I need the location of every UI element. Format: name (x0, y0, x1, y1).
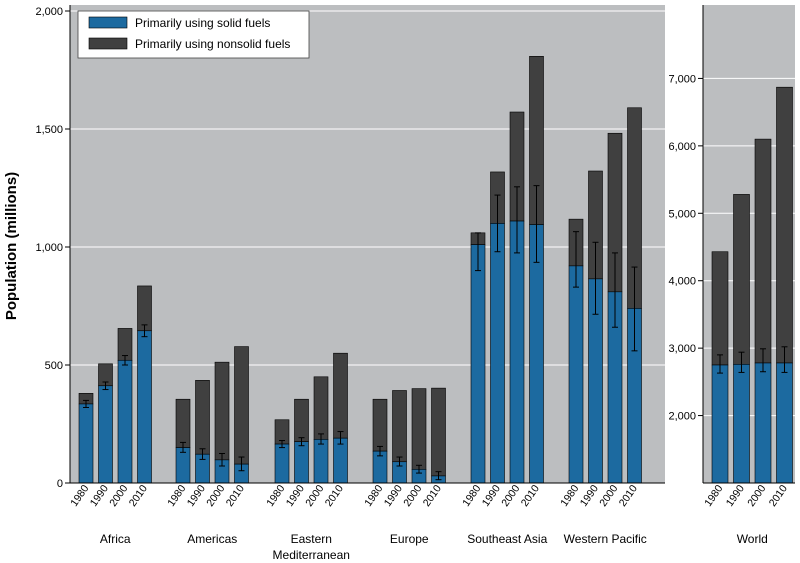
x-tick-label-world-2010: 2010 (767, 483, 790, 509)
axes (65, 5, 795, 484)
x-tick-label-europe-1980: 1980 (362, 483, 385, 509)
bar-solid-world-1980 (711, 364, 729, 484)
bar-marks (78, 56, 793, 484)
bar-nonsolid-world-2000 (754, 138, 772, 364)
group-label-eastern-mediterranean-line-2: Mediterranean (273, 548, 350, 562)
regions-y-tick-label-2000: 2,000 (35, 6, 63, 18)
x-tick-label-eastern-mediterranean-1980: 1980 (264, 483, 287, 509)
x-tick-label-europe-2000: 2000 (401, 483, 424, 509)
group-label-americas: Americas (187, 532, 237, 546)
bar-nonsolid-europe-1990 (392, 390, 407, 463)
x-tick-label-eastern-mediterranean-1990: 1990 (284, 483, 307, 509)
bar-nonsolid-eastern-mediterranean-1990 (294, 398, 309, 443)
world-y-tick-label-4000: 4,000 (668, 276, 696, 288)
x-tick-label-africa-2000: 2000 (107, 483, 130, 509)
x-tick-label-southeast-asia-1980: 1980 (460, 483, 483, 509)
x-tick-label-americas-2000: 2000 (204, 483, 227, 509)
x-tick-label-eastern-mediterranean-2000: 2000 (303, 483, 326, 509)
bar-nonsolid-europe-2010 (431, 387, 446, 477)
bar-solid-world-2010 (776, 362, 793, 484)
bar-nonsolid-eastern-mediterranean-2000 (313, 376, 329, 440)
world-y-tick-label-5000: 5,000 (668, 208, 696, 220)
x-tick-label-americas-1980: 1980 (165, 483, 188, 509)
regions-y-tick-label-500: 500 (45, 360, 63, 372)
legend-label-solid: Primarily using solid fuels (135, 16, 270, 30)
bar-nonsolid-americas-1980 (175, 398, 191, 448)
bar-nonsolid-europe-2000 (411, 388, 427, 470)
legend-swatch-nonsolid (88, 37, 128, 50)
bar-solid-southeast-asia-2000 (509, 220, 525, 484)
group-label-world: World (737, 532, 768, 546)
bar-solid-africa-1990 (98, 385, 113, 484)
bar-nonsolid-americas-2000 (214, 361, 230, 461)
x-tick-label-americas-1990: 1990 (185, 483, 208, 509)
x-tick-label-western-pacific-1990: 1990 (578, 483, 601, 509)
bar-nonsolid-europe-1980 (372, 398, 388, 452)
x-tick-label-southeast-asia-2010: 2010 (519, 483, 542, 509)
x-tick-label-americas-2010: 2010 (224, 483, 247, 509)
legend-label-nonsolid: Primarily using nonsolid fuels (135, 37, 290, 51)
bar-solid-southeast-asia-1980 (470, 244, 486, 484)
bar-solid-americas-1980 (175, 447, 191, 484)
x-tick-label-western-pacific-2010: 2010 (617, 483, 640, 509)
world-y-tick-label-3000: 3,000 (668, 343, 696, 355)
x-tick-label-europe-2010: 2010 (421, 483, 444, 509)
x-tick-label-western-pacific-2000: 2000 (597, 483, 620, 509)
x-tick-label-western-pacific-1980: 1980 (558, 483, 581, 509)
x-tick-label-africa-1980: 1980 (68, 483, 91, 509)
x-tick-label-southeast-asia-1990: 1990 (480, 483, 503, 509)
regions-y-tick-label-0: 0 (57, 478, 63, 490)
bar-nonsolid-americas-2010 (234, 346, 249, 465)
bar-solid-africa-1980 (78, 403, 94, 484)
legend: Primarily using solid fuels Primarily us… (77, 10, 310, 59)
bar-solid-world-2000 (754, 362, 772, 484)
bar-nonsolid-africa-2010 (137, 285, 152, 332)
bar-nonsolid-world-1990 (733, 194, 750, 365)
group-label-europe: Europe (390, 532, 429, 546)
world-y-tick-label-6000: 6,000 (668, 141, 696, 153)
y-axis-title: Population (millions) (3, 172, 20, 320)
world-y-tick-label-7000: 7,000 (668, 73, 696, 85)
bar-solid-world-1990 (733, 364, 750, 484)
x-tick-label-africa-2010: 2010 (127, 483, 150, 509)
regions-plot-background (70, 5, 665, 483)
legend-swatch-solid (88, 16, 128, 29)
bar-solid-eastern-mediterranean-1990 (294, 441, 309, 484)
group-label-southeast-asia: Southeast Asia (467, 532, 547, 546)
x-tick-label-world-2000: 2000 (745, 483, 768, 509)
bar-solid-eastern-mediterranean-2010 (333, 437, 348, 484)
x-tick-label-southeast-asia-2000: 2000 (499, 483, 522, 509)
bar-solid-africa-2010 (137, 330, 152, 484)
world-y-tick-label-2000: 2,000 (668, 411, 696, 423)
regions-y-tick-label-1500: 1,500 (35, 124, 63, 136)
bar-solid-western-pacific-1980 (568, 265, 584, 484)
bar-solid-southeast-asia-1990 (490, 223, 505, 484)
bar-nonsolid-eastern-mediterranean-2010 (333, 352, 348, 439)
bar-nonsolid-world-2010 (776, 86, 793, 364)
x-tick-label-eastern-mediterranean-2010: 2010 (323, 483, 346, 509)
group-label-africa: Africa (100, 532, 131, 546)
bar-solid-eastern-mediterranean-2000 (313, 439, 329, 484)
x-tick-label-world-1990: 1990 (724, 483, 747, 509)
bar-nonsolid-americas-1990 (195, 380, 210, 455)
bar-solid-eastern-mediterranean-1980 (274, 443, 290, 484)
regions-y-tick-label-1000: 1,000 (35, 242, 63, 254)
group-label-western-pacific: Western Pacific (564, 532, 647, 546)
bar-solid-southeast-asia-2010 (529, 224, 544, 484)
bar-solid-africa-2000 (117, 359, 133, 484)
x-tick-label-world-1980: 1980 (702, 483, 725, 509)
group-label-eastern-mediterranean-line-1: Eastern (291, 532, 332, 546)
x-tick-label-europe-1990: 1990 (382, 483, 405, 509)
x-tick-label-africa-1990: 1990 (88, 483, 111, 509)
bar-nonsolid-world-1980 (711, 251, 729, 366)
